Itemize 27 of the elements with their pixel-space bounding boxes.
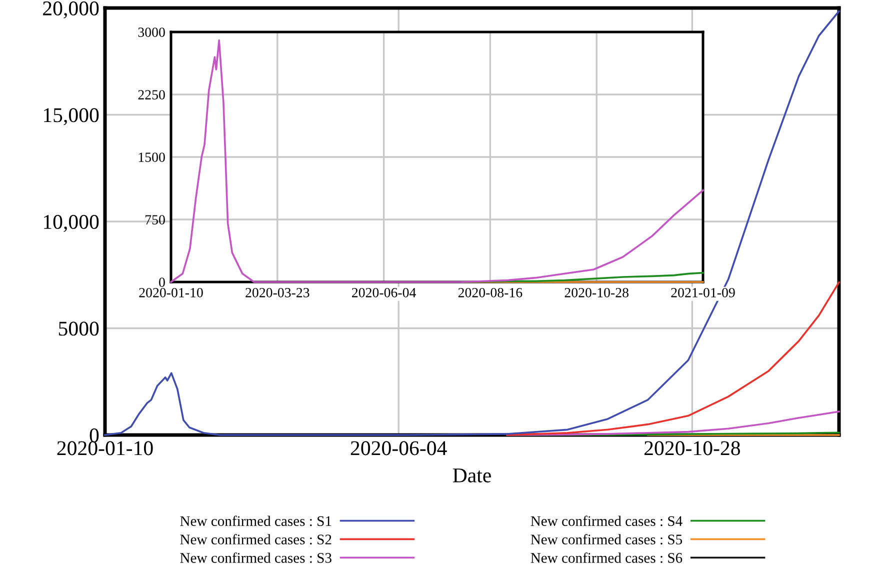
legend-label: New confirmed cases : S3 — [180, 552, 332, 563]
x-tick-label: 2020-03-23 — [246, 288, 310, 298]
y-tick-label: 0 — [90, 428, 99, 442]
x-tick-label: 2020-10-28 — [644, 441, 740, 456]
line-series — [104, 10, 840, 436]
y-tick-label: 0 — [159, 278, 165, 287]
y-tick-label: 3000 — [138, 28, 165, 37]
x-tick-label: 2020-10-28 — [564, 288, 628, 298]
y-tick-label: 5000 — [58, 322, 99, 336]
y-tick-label: 10,000 — [44, 214, 99, 232]
y-tick-label: 2250 — [138, 90, 165, 100]
x-tick-label: 2020-01-10 — [139, 288, 203, 298]
legend-label: New confirmed cases : S5 — [530, 534, 682, 544]
x-tick-label: 2020-06-04 — [350, 441, 447, 456]
legend-label: New confirmed cases : S2 — [180, 534, 332, 544]
x-axis-title: Date — [452, 468, 491, 482]
y-tick-label: 1500 — [138, 152, 165, 162]
legend-label: New confirmed cases : S1 — [180, 516, 332, 526]
y-tick-label: 20,000 — [43, 1, 99, 18]
y-tick-label: 15,000 — [44, 108, 99, 126]
x-tick-label: 2020-08-16 — [458, 288, 522, 298]
legend-label: New confirmed cases : S4 — [530, 516, 682, 526]
y-tick-label: 750 — [146, 215, 165, 224]
x-tick-label: 2021-01-09 — [671, 288, 735, 298]
x-tick-label: 2020-01-10 — [57, 441, 153, 456]
legend-label: New confirmed cases : S6 — [530, 552, 682, 563]
x-tick-label: 2020-06-04 — [352, 288, 416, 298]
